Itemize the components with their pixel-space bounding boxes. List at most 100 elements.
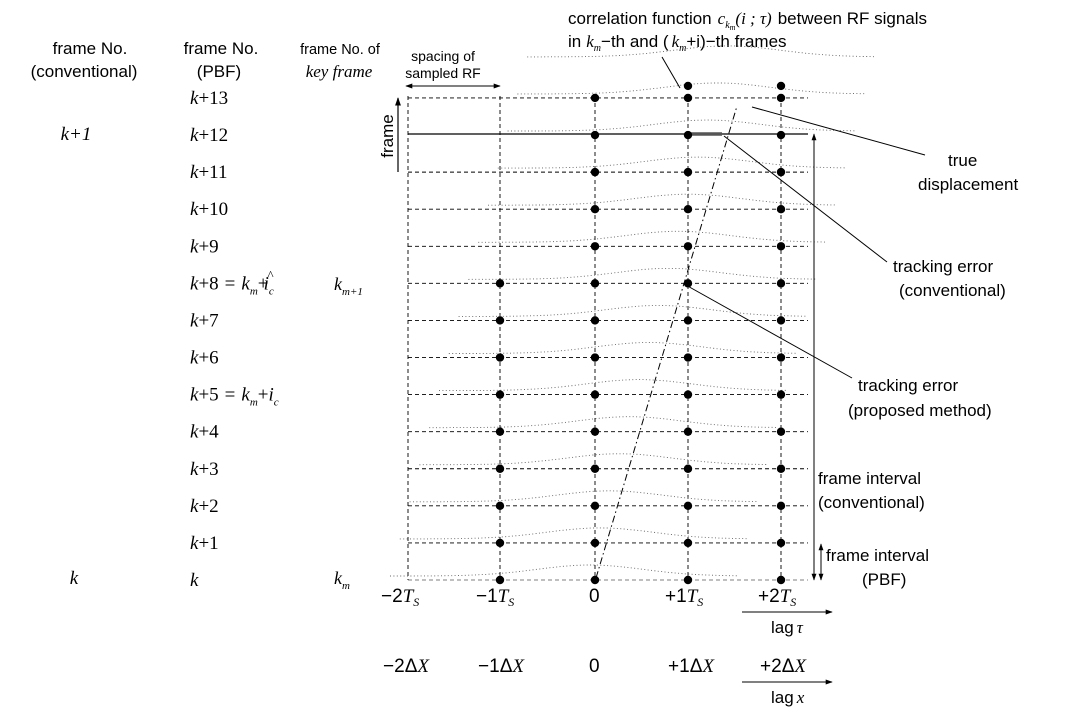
proposed-error-pointer	[683, 283, 853, 379]
correlation-curve	[439, 379, 788, 392]
pbf-label: k+12	[190, 125, 228, 146]
fi-pbf-line1: frame interval	[826, 546, 929, 565]
conv-label-k-plus-1: k+1	[61, 124, 92, 145]
header-spacing-line1: spacing of	[411, 48, 475, 64]
peak-dot	[683, 390, 693, 399]
x-label-minus2: −2ΔX	[383, 656, 430, 677]
pbf-label: k+1	[190, 533, 219, 554]
correlation-curve	[390, 564, 739, 577]
peak-dot	[590, 538, 600, 548]
fi-conv-line1: frame interval	[818, 469, 921, 488]
header-spacing-line2: sampled RF	[405, 65, 480, 81]
correlation-curve	[517, 82, 866, 95]
peak-dot	[683, 353, 693, 362]
peak-dot	[683, 427, 693, 436]
correlation-curve	[478, 230, 827, 243]
peak-dot	[683, 464, 693, 473]
title-c: c	[718, 9, 726, 28]
correlation-curve	[497, 156, 846, 169]
pbf-label: k+7	[190, 310, 219, 331]
header-pbf-line1: frame No.	[184, 39, 259, 58]
conv-label-k: k	[70, 568, 79, 589]
title-prefix: correlation function	[568, 9, 712, 28]
conv-error-line1: tracking error	[893, 257, 993, 276]
header-conventional-line1: frame No.	[53, 39, 128, 58]
grid-lines	[407, 96, 808, 581]
conventional-error-pointer	[723, 135, 888, 263]
peak-dot	[590, 464, 600, 473]
pbf-label: k+3	[190, 459, 219, 480]
peak-dot	[776, 93, 786, 103]
peak-dot	[776, 167, 786, 177]
title-tail: +i)−th frames	[686, 32, 786, 51]
x-axis-label: lag x	[771, 688, 805, 707]
peak-dot	[776, 205, 786, 214]
title-in: in	[568, 32, 581, 51]
peak-dot	[683, 575, 693, 585]
peak-dot	[495, 279, 505, 288]
peak-dot	[683, 81, 693, 91]
peak-dot	[590, 279, 600, 288]
conv-error-line2: (conventional)	[899, 281, 1006, 300]
title-c-sub-m: m	[730, 23, 736, 32]
tau-label-minus1: −1TS	[476, 586, 514, 609]
x-label-minus1: −1ΔX	[478, 656, 525, 677]
correlation-curve	[488, 193, 837, 206]
title-args: (i ; τ)	[735, 9, 772, 28]
correlation-curve	[527, 45, 876, 58]
correlation-curve	[448, 342, 797, 354]
prop-error-line1: tracking error	[858, 376, 958, 395]
peak-dot	[495, 316, 505, 325]
peak-dot	[683, 205, 693, 214]
header-conventional-line2: (conventional)	[31, 62, 138, 81]
peak-dot	[776, 279, 786, 288]
correlation-curve	[399, 527, 748, 540]
title-mid: −th and (	[601, 32, 669, 51]
peak-dot	[590, 93, 600, 103]
x-axis-labels: −2ΔX −1ΔX 0 +1ΔX +2ΔX	[383, 656, 807, 677]
peak-dot	[495, 501, 505, 511]
peak-dot	[683, 167, 693, 177]
header-key-line1: frame No. of	[300, 42, 381, 58]
header-key-line2: key frame	[306, 62, 373, 81]
peak-dot	[776, 464, 786, 473]
pbf-label: k+10	[190, 199, 228, 220]
key-label-km1: km+1	[334, 274, 363, 298]
title-c-sub-k: k	[725, 20, 730, 31]
tau-axis-label: lag τ	[771, 618, 804, 637]
fi-conv-line2: (conventional)	[818, 493, 925, 512]
correlation-curves	[390, 45, 876, 577]
header-pbf-line2: (PBF)	[197, 62, 241, 81]
correlation-curve	[468, 267, 817, 280]
tau-label-plus2: +2TS	[758, 586, 796, 609]
peak-dot	[776, 242, 786, 251]
peak-dots	[495, 81, 786, 585]
peak-dot	[776, 81, 786, 91]
title-line2: in km−th and (km+i)−th frames	[568, 32, 787, 54]
peak-dot	[590, 353, 600, 362]
correlation-curve	[409, 490, 758, 503]
peak-dot	[495, 575, 505, 585]
pbf-label: k+4	[190, 422, 219, 443]
peak-dot	[683, 130, 693, 140]
pbf-frame-labels: k k+1 k+2 k+3 k+4 k+5 = km+ic k+6 k+7 k+8 = km+^ic k+…	[190, 88, 279, 591]
tau-label-plus1: +1TS	[665, 586, 703, 609]
pbf-label: k	[190, 570, 199, 591]
peak-dot	[495, 390, 505, 399]
x-label-plus2: +2ΔX	[760, 656, 807, 677]
tau-axis-labels: −2TS −1TS 0 +1TS +2TS	[381, 586, 796, 609]
peak-dot	[776, 427, 786, 436]
peak-dot	[776, 575, 786, 585]
title-km-base: k	[586, 32, 594, 51]
peak-dot	[776, 390, 786, 399]
peak-dot	[590, 130, 600, 140]
tau-label-zero: 0	[589, 586, 600, 607]
true-line1: true	[948, 151, 977, 170]
true-displacement-line	[595, 105, 738, 579]
tau-label-minus2: −2TS	[381, 586, 419, 609]
key-label-km: km	[334, 568, 350, 592]
title-line1: correlation function ckm(i ; τ) between RF…	[568, 9, 927, 32]
correlation-curve	[429, 416, 778, 429]
pbf-label: k+13	[190, 88, 228, 109]
